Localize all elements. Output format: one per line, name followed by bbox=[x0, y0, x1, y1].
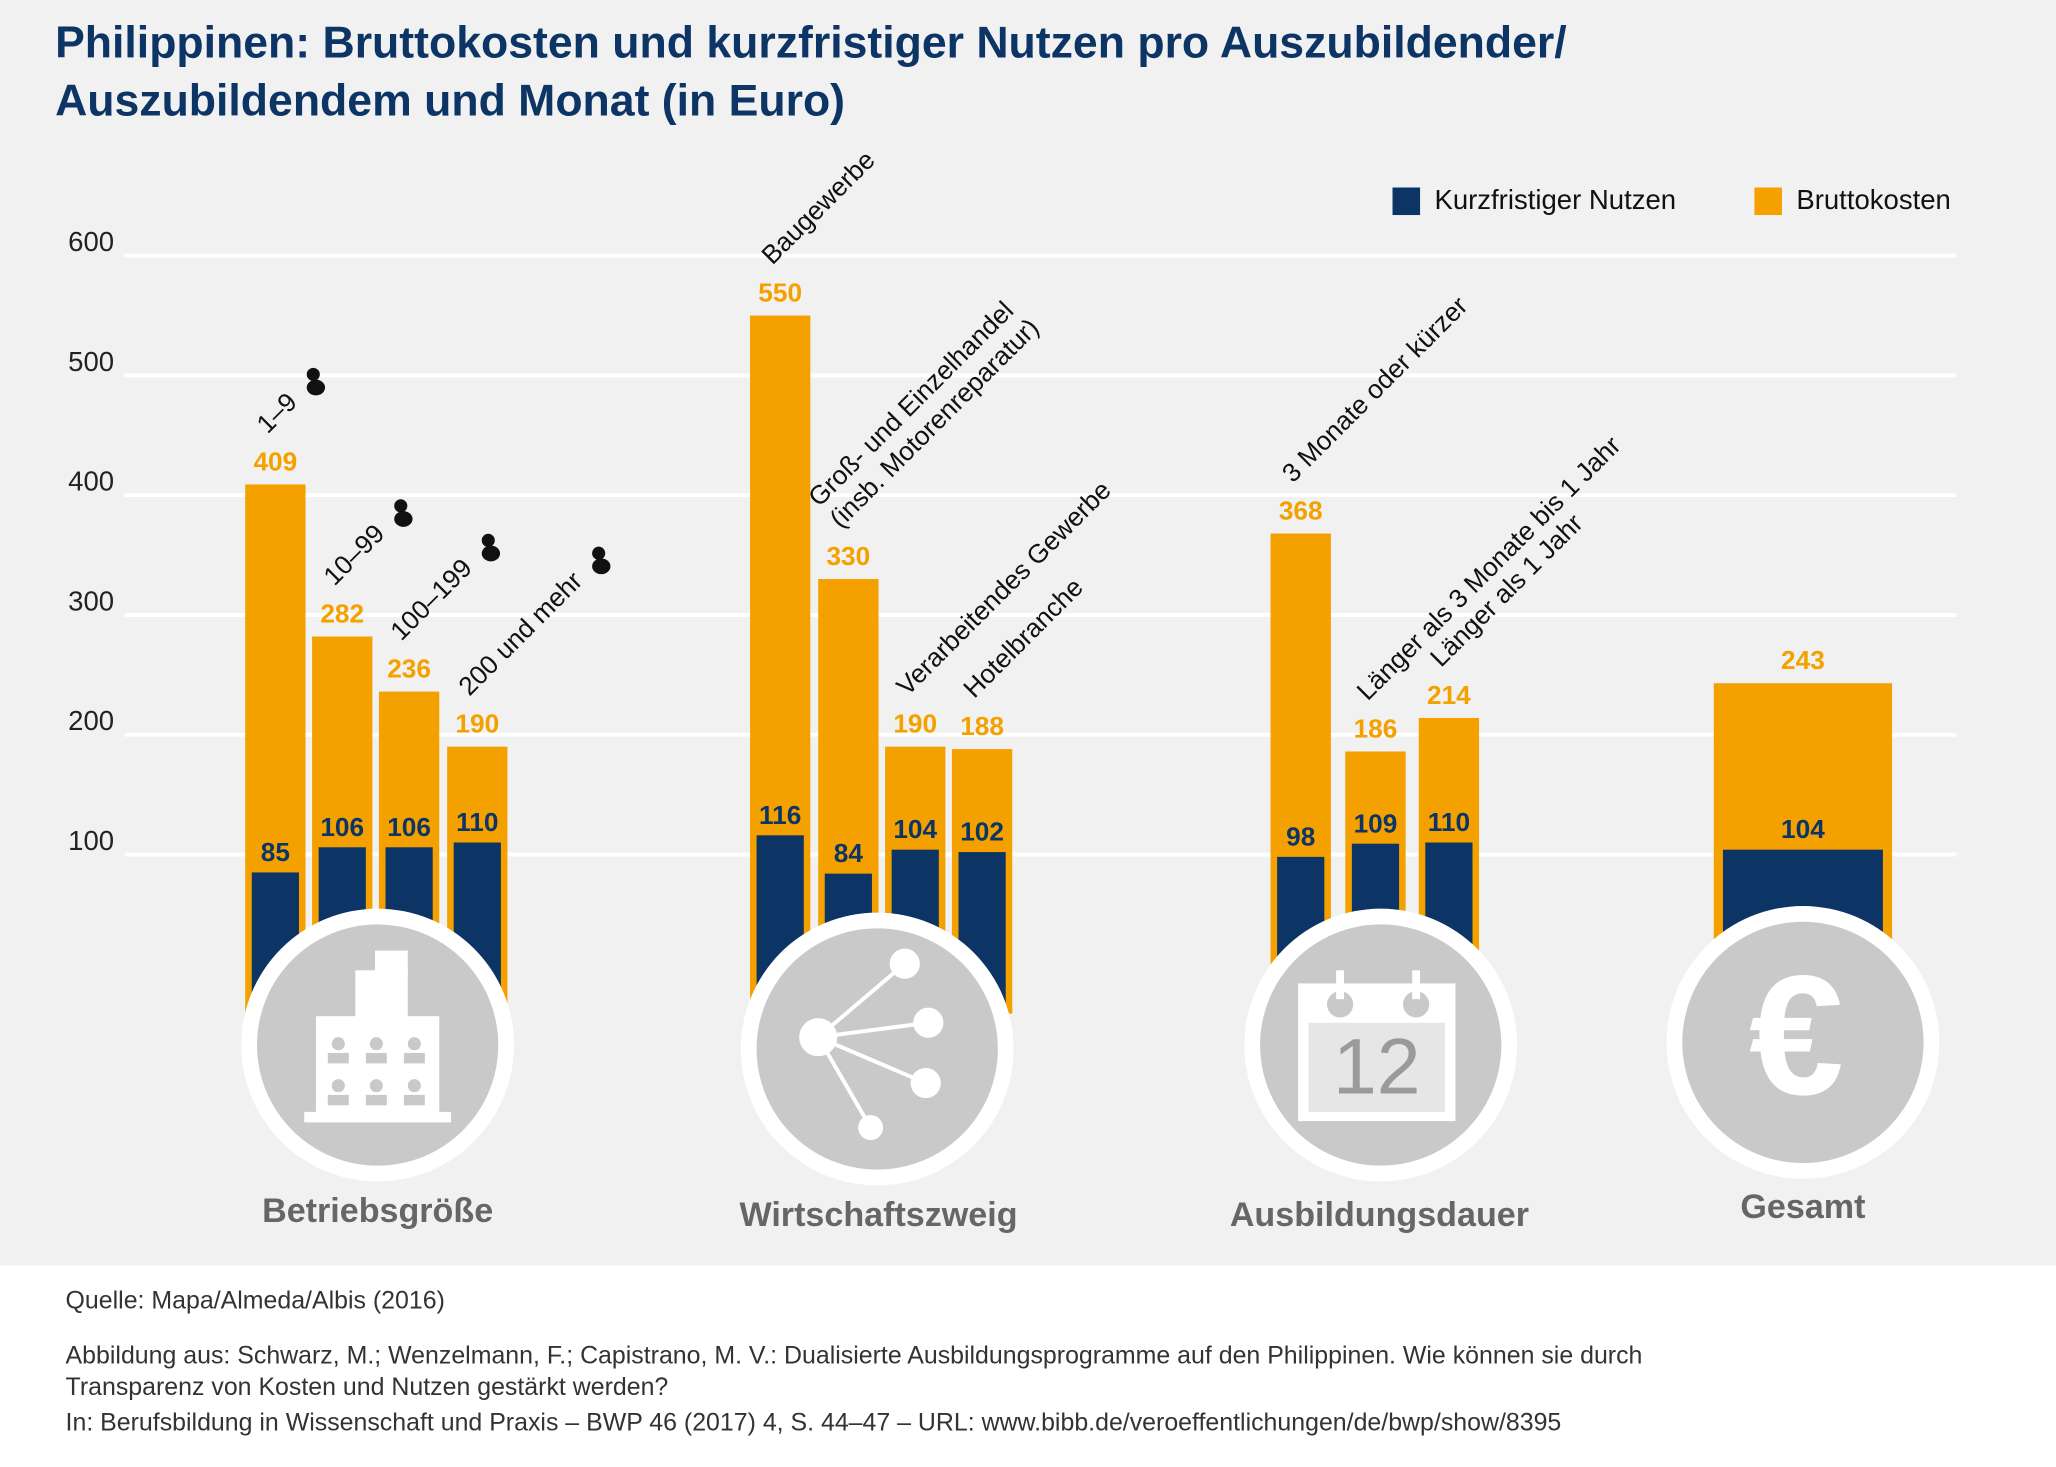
group-label: Gesamt bbox=[1740, 1188, 1865, 1226]
value-label: 104 bbox=[893, 814, 937, 844]
value-label: 106 bbox=[320, 812, 364, 842]
legend-label: Kurzfristiger Nutzen bbox=[1434, 184, 1676, 215]
chart-title: Philippinen: Bruttokosten und kurzfristi… bbox=[55, 19, 1567, 68]
person-icon bbox=[592, 558, 611, 575]
legend-swatch bbox=[1754, 187, 1782, 216]
value-label: 110 bbox=[456, 807, 498, 837]
value-label: 330 bbox=[826, 541, 870, 571]
icon-circle bbox=[756, 928, 998, 1170]
citation: In: Berufsbildung in Wissenschaft und Pr… bbox=[66, 1409, 1562, 1437]
y-tick-label: 600 bbox=[68, 226, 114, 257]
citation: Transparenz von Kosten und Nutzen gestär… bbox=[66, 1373, 669, 1401]
person-icon bbox=[394, 499, 408, 513]
source: Quelle: Mapa/Almeda/Albis (2016) bbox=[66, 1287, 445, 1315]
person-icon bbox=[481, 533, 495, 547]
chart-title: Auszubildendem und Monat (in Euro) bbox=[55, 76, 845, 125]
value-label: 550 bbox=[758, 278, 802, 308]
value-label: 106 bbox=[387, 812, 431, 842]
group-label: Ausbildungsdauer bbox=[1230, 1196, 1529, 1234]
calendar-text: 12 bbox=[1333, 1022, 1421, 1110]
value-label: 282 bbox=[320, 598, 364, 628]
value-label: 104 bbox=[1781, 814, 1825, 844]
value-label: 98 bbox=[1286, 821, 1315, 851]
citation: Abbildung aus: Schwarz, M.; Wenzelmann, … bbox=[66, 1342, 1643, 1370]
value-label: 188 bbox=[960, 711, 1004, 741]
y-tick-label: 100 bbox=[68, 825, 114, 856]
value-label: 368 bbox=[1279, 495, 1323, 525]
group-label: Wirtschaftszweig bbox=[739, 1196, 1017, 1234]
value-label: 116 bbox=[759, 800, 801, 830]
person-icon bbox=[592, 546, 606, 560]
calendar-icon: 12 bbox=[1298, 970, 1456, 1122]
person-icon bbox=[306, 367, 320, 381]
legend-label: Bruttokosten bbox=[1796, 184, 1950, 215]
value-label: 243 bbox=[1781, 645, 1825, 675]
value-label: 84 bbox=[834, 838, 864, 868]
value-label: 110 bbox=[1428, 807, 1470, 837]
value-label: 190 bbox=[893, 709, 937, 739]
y-tick-label: 400 bbox=[68, 466, 114, 497]
legend-swatch bbox=[1392, 187, 1421, 216]
group-label: Betriebsgröße bbox=[262, 1192, 493, 1230]
y-tick-label: 300 bbox=[68, 585, 114, 616]
y-tick-label: 500 bbox=[68, 346, 114, 377]
value-label: 190 bbox=[455, 709, 499, 739]
network-icon bbox=[799, 948, 944, 1141]
y-tick-label: 200 bbox=[68, 705, 114, 736]
value-label: 214 bbox=[1427, 680, 1471, 710]
value-label: 186 bbox=[1354, 713, 1398, 743]
icons: 12 € bbox=[241, 906, 1940, 1186]
value-label: 409 bbox=[253, 446, 297, 476]
value-label: 236 bbox=[387, 654, 431, 684]
value-label: 85 bbox=[261, 837, 290, 867]
icon-circle bbox=[1682, 921, 1924, 1164]
person-icon bbox=[306, 379, 326, 396]
person-icon bbox=[394, 511, 413, 527]
value-label: 102 bbox=[960, 817, 1004, 847]
value-label: 109 bbox=[1354, 808, 1398, 838]
building-people bbox=[327, 1037, 425, 1106]
euro-text: € bbox=[1749, 941, 1844, 1131]
person-icon bbox=[481, 545, 501, 562]
